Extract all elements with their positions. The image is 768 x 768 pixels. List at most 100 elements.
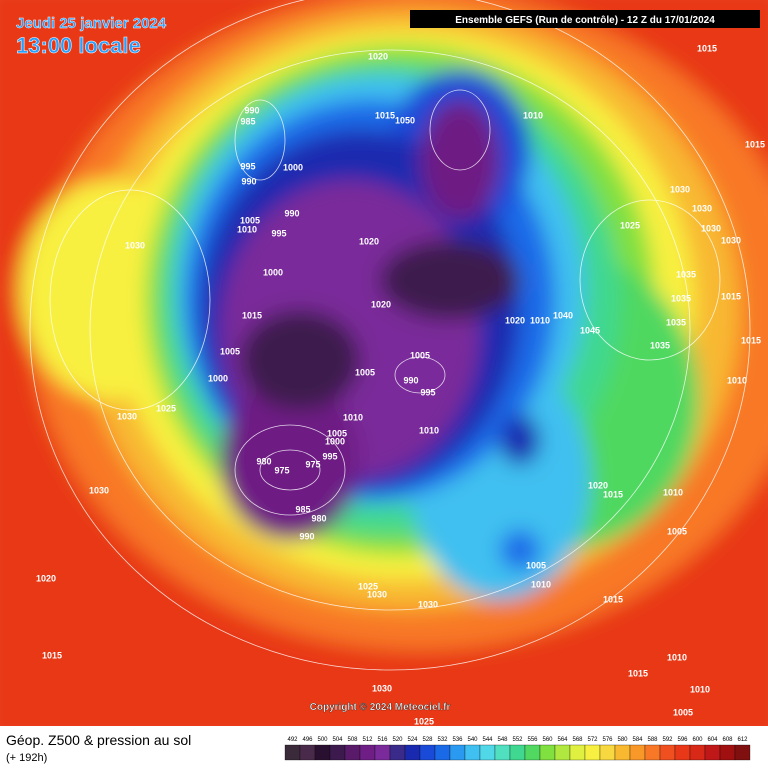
isobar-label: 1025 — [156, 403, 176, 413]
isobar-label: 1035 — [650, 340, 670, 350]
date: Jeudi 25 janvier 2024 — [16, 15, 167, 32]
legend: 492 496 500 504 508 512 516 520 524 528 532 536 540 5… — [284, 737, 751, 761]
legend-swatch — [599, 744, 616, 761]
isobar — [29, 0, 751, 671]
legend-label: 608 — [722, 737, 733, 743]
legend-swatch — [284, 744, 301, 761]
legend-swatch — [374, 744, 391, 761]
isobar-label: 1000 — [263, 267, 283, 277]
legend-swatch — [419, 744, 436, 761]
isobar-label: 1030 — [692, 203, 712, 213]
isobar-label: 1005 — [410, 350, 430, 360]
legend-swatch — [434, 744, 451, 761]
isobar-label: 1030 — [418, 599, 438, 609]
field — [500, 415, 540, 465]
legend-label: 540 — [467, 737, 478, 743]
legend-label: 612 — [737, 737, 748, 743]
legend-swatch — [299, 744, 316, 761]
isobar-label: 1015 — [603, 489, 623, 499]
legend-label: 532 — [437, 737, 448, 743]
isobar-label: 1020 — [359, 236, 379, 246]
isobar-label: 1015 — [697, 43, 717, 53]
field — [240, 310, 360, 410]
isobar-label: 985 — [295, 504, 310, 514]
isobar-label: 1015 — [375, 110, 395, 120]
legend-swatch — [614, 744, 631, 761]
isobar-label: 980 — [256, 456, 271, 466]
isobar-label: 1005 — [526, 560, 546, 570]
legend-swatch — [629, 744, 646, 761]
isobar-label: 1015 — [603, 594, 623, 604]
legend-swatch — [689, 744, 706, 761]
isobar-label: 1025 — [414, 716, 434, 726]
legend-label: 584 — [632, 737, 643, 743]
isobar-label: 975 — [274, 465, 289, 475]
isobar-label: 1000 — [208, 373, 228, 383]
isobar-label: 1010 — [523, 110, 543, 120]
legend-label: 568 — [572, 737, 583, 743]
legend-swatch — [494, 744, 511, 761]
legend-swatch — [704, 744, 721, 761]
legend-swatch — [734, 744, 751, 761]
legend-label: 604 — [707, 737, 718, 743]
copyright: Copyright © 2024 Meteociel.fr — [310, 702, 451, 713]
isobar — [429, 89, 491, 171]
legend-label: 572 — [587, 737, 598, 743]
local-time: 13:00 locale — [16, 33, 141, 58]
legend-label: 500 — [317, 737, 328, 743]
legend-swatch — [584, 744, 601, 761]
legend-label: 504 — [332, 737, 343, 743]
isobar-label: 1030 — [367, 589, 387, 599]
field — [500, 530, 540, 570]
isobar-label: 990 — [299, 531, 314, 541]
legend-label: 508 — [347, 737, 358, 743]
isobar-label: 1010 — [237, 224, 257, 234]
isobar — [234, 99, 286, 181]
legend-label: 576 — [602, 737, 613, 743]
footer-title: Géop. Z500 & pression au sol — [6, 732, 191, 748]
isobar-label: 1010 — [663, 487, 683, 497]
isobar-label: 1005 — [673, 707, 693, 717]
legend-swatch — [404, 744, 421, 761]
legend-label: 580 — [617, 737, 628, 743]
legend-label: 548 — [497, 737, 508, 743]
isobar-label: 1020 — [371, 299, 391, 309]
run-box — [410, 10, 760, 28]
isobar-label: 1030 — [117, 411, 137, 421]
isobar-label: 1010 — [667, 652, 687, 662]
isobar-label: 990 — [241, 176, 256, 186]
isobar-label: 1010 — [530, 315, 550, 325]
legend-label: 588 — [647, 737, 658, 743]
isobar-label: 1000 — [325, 436, 345, 446]
isobar-label: 985 — [240, 116, 255, 126]
isobar-label: 995 — [240, 161, 255, 171]
legend-label: 520 — [392, 737, 403, 743]
isobar-label: 1035 — [671, 293, 691, 303]
legend-label: 516 — [377, 737, 388, 743]
isobar-label: 1030 — [701, 223, 721, 233]
legend-label: 492 — [287, 737, 298, 743]
isobar-label: 1020 — [368, 51, 388, 61]
legend-label: 536 — [452, 737, 463, 743]
legend-label: 528 — [422, 737, 433, 743]
isobar-label: 990 — [284, 208, 299, 218]
isobar-label: 1050 — [395, 115, 415, 125]
legend-label: 512 — [362, 737, 373, 743]
legend-label: 560 — [542, 737, 553, 743]
isobar-label: 1005 — [327, 428, 347, 438]
isobar — [579, 199, 721, 361]
field — [420, 100, 500, 220]
isobar-label: 1005 — [240, 215, 260, 225]
legend-label: 552 — [512, 737, 523, 743]
isobar-label: 1030 — [89, 485, 109, 495]
isobar-label: 1010 — [343, 412, 363, 422]
isobar-label: 990 — [244, 105, 259, 115]
legend-swatch — [329, 744, 346, 761]
legend-swatch — [539, 744, 556, 761]
isobar-label: 1010 — [419, 425, 439, 435]
isobar — [49, 189, 211, 411]
legend-swatch — [509, 744, 526, 761]
isobar-label: 1030 — [372, 683, 392, 693]
